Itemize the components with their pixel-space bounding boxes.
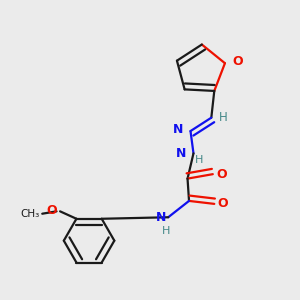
Text: O: O [232, 55, 243, 68]
Text: H: H [195, 155, 203, 165]
Text: N: N [155, 211, 166, 224]
Text: H: H [162, 226, 170, 236]
Text: H: H [219, 111, 227, 124]
Text: O: O [216, 168, 227, 181]
Text: N: N [173, 123, 183, 136]
Text: O: O [218, 197, 229, 210]
Text: O: O [46, 204, 57, 217]
Text: N: N [176, 147, 186, 160]
Text: CH₃: CH₃ [21, 209, 40, 219]
